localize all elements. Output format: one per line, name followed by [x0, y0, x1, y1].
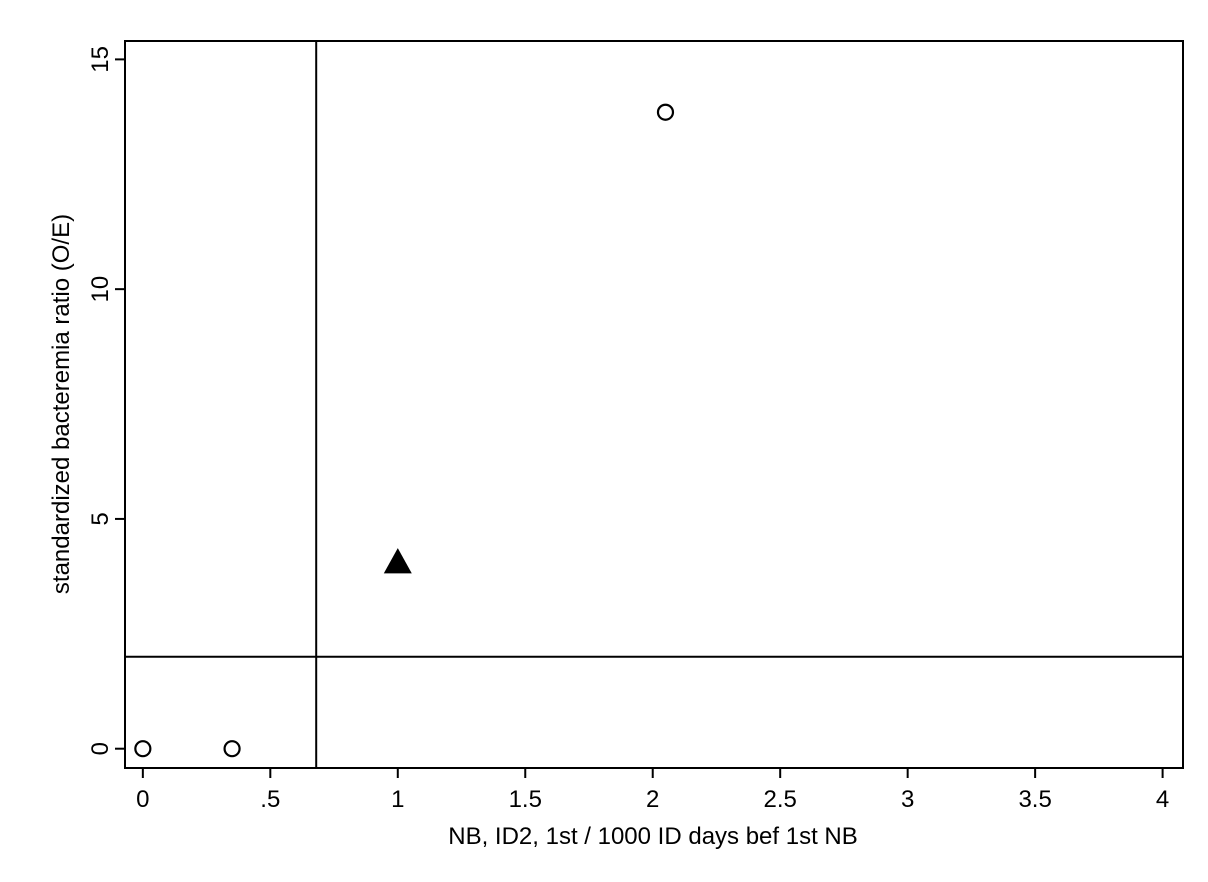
- x-tick-label: .5: [260, 786, 280, 813]
- y-axis-title: standardized bacteremia ratio (O/E): [48, 214, 75, 594]
- x-tick-label: 1.5: [509, 786, 542, 813]
- x-axis: 0 .5 1 1.5 2 2.5 3 3.5 4: [136, 768, 1169, 813]
- y-tick-label: 0: [87, 742, 114, 755]
- y-tick-label: 5: [87, 512, 114, 525]
- x-tick-label: 3.5: [1018, 786, 1051, 813]
- x-tick-label: 2: [646, 786, 659, 813]
- reference-lines: [125, 41, 1183, 768]
- plot-area-border: [124, 40, 1184, 769]
- x-tick-label: 1: [391, 786, 404, 813]
- x-tick-label: 0: [136, 786, 149, 813]
- data-point-triangle: [383, 548, 412, 574]
- y-axis: 0 5 10 15: [87, 46, 125, 755]
- y-tick-label: 15: [87, 46, 114, 73]
- data-points: [134, 103, 675, 758]
- data-point-circle: [223, 740, 241, 758]
- x-tick-label: 2.5: [764, 786, 797, 813]
- y-tick-label: 10: [87, 276, 114, 303]
- data-point-circle: [656, 103, 675, 121]
- x-tick-label: 3: [901, 786, 914, 813]
- x-tick-label: 4: [1156, 786, 1169, 813]
- data-point-circle: [134, 740, 152, 758]
- x-axis-title: NB, ID2, 1st / 1000 ID days bef 1st NB: [448, 823, 858, 850]
